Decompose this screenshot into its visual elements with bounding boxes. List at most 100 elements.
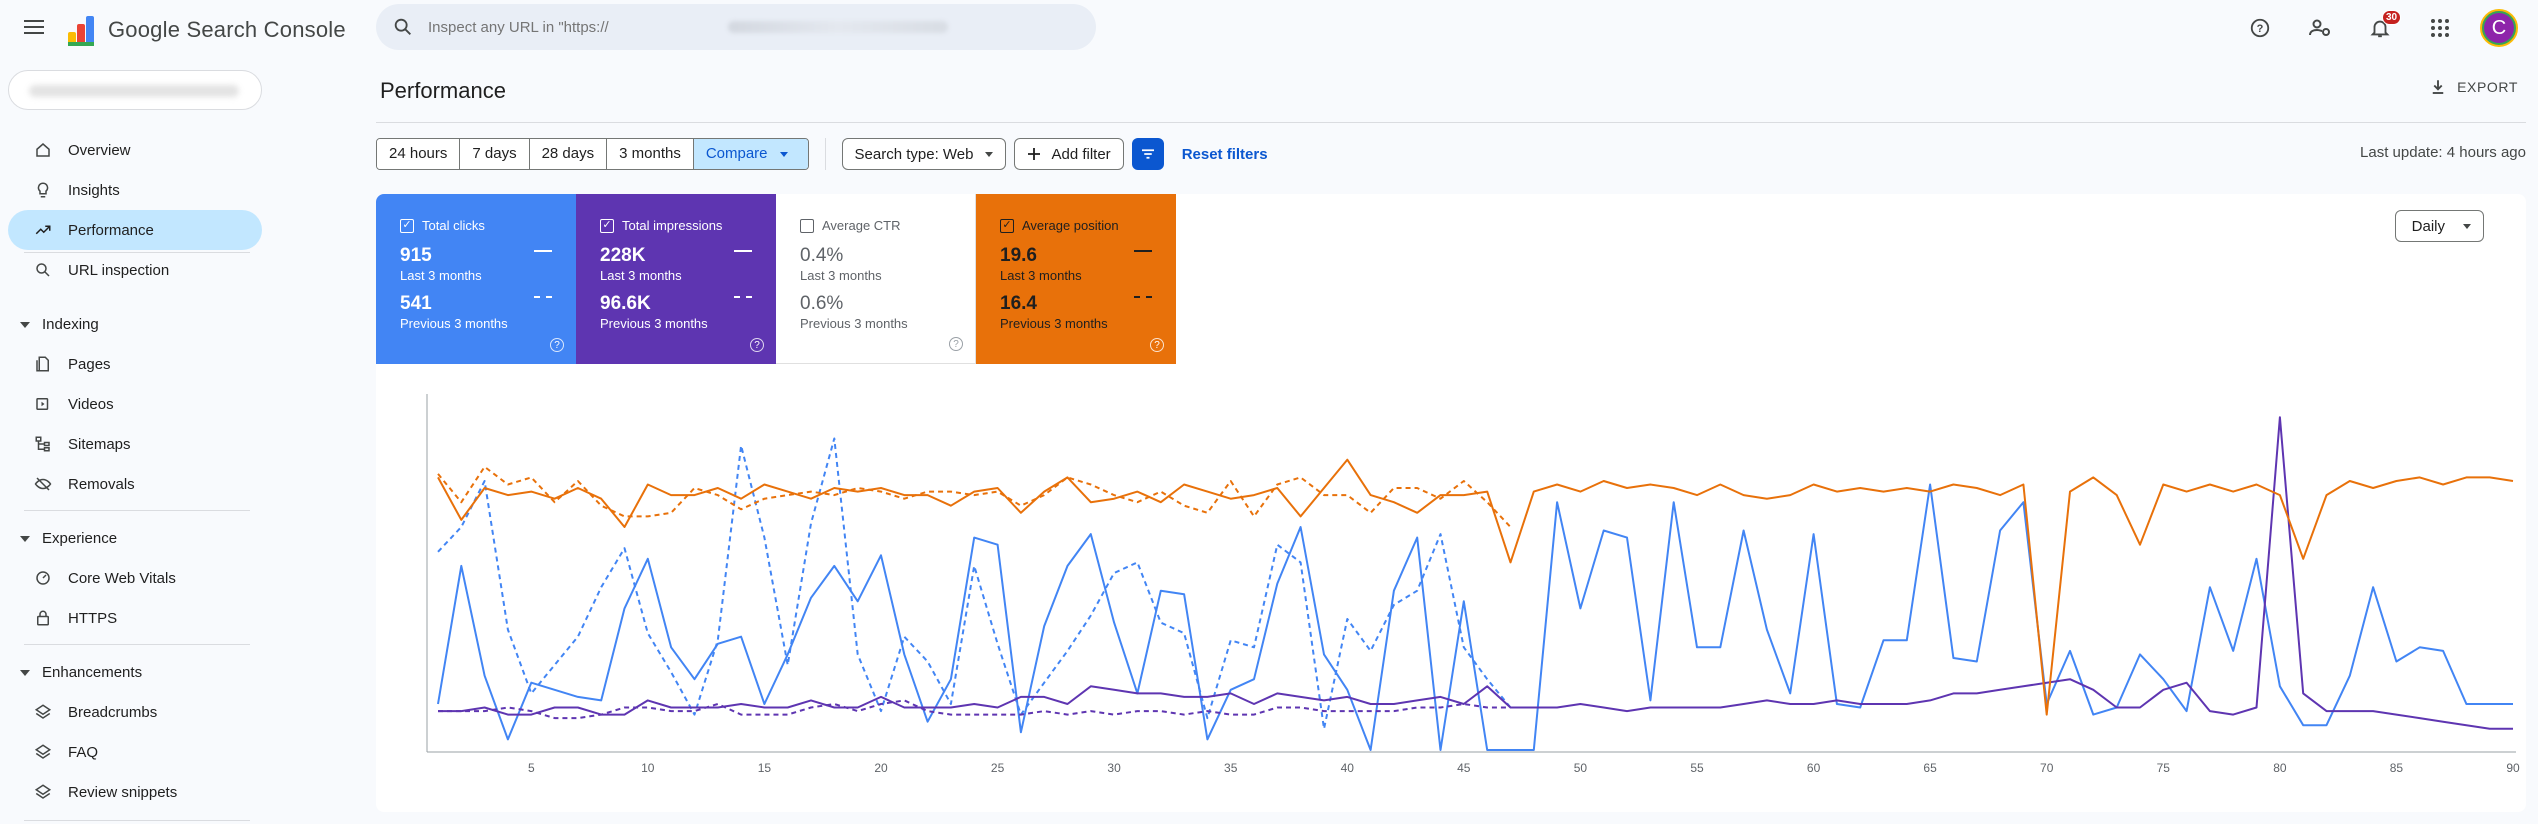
page-title: Performance bbox=[380, 78, 506, 103]
sidebar-item-review-snippets[interactable]: Review snippets bbox=[8, 772, 262, 812]
metric-prev-period: Previous 3 months bbox=[1000, 316, 1108, 331]
range-7-days[interactable]: 7 days bbox=[460, 139, 530, 169]
metric-average-ctr[interactable]: Average CTR 0.4% Last 3 months 0.6% Prev… bbox=[776, 194, 976, 364]
x-tick-label: 85 bbox=[2390, 761, 2404, 775]
range-3-months[interactable]: 3 months bbox=[607, 139, 694, 169]
help-icon[interactable]: ? bbox=[550, 338, 564, 352]
reset-filters-link[interactable]: Reset filters bbox=[1181, 145, 1268, 163]
metric-total-impressions[interactable]: ✓ Total impressions 228K Last 3 months 96… bbox=[576, 194, 776, 364]
sidebar-item-label: FAQ bbox=[68, 743, 99, 761]
x-tick-label: 25 bbox=[991, 761, 1005, 775]
redacted-property bbox=[29, 85, 239, 97]
app-logo[interactable]: Google Search Console bbox=[64, 12, 346, 48]
chevron-down-icon bbox=[20, 669, 30, 676]
x-tick-label: 80 bbox=[2273, 761, 2287, 775]
x-tick-label: 55 bbox=[1690, 761, 1704, 775]
x-tick-label: 60 bbox=[1807, 761, 1821, 775]
account-avatar[interactable]: C bbox=[2480, 9, 2518, 47]
sidebar-item-label: Removals bbox=[68, 475, 135, 493]
divider bbox=[24, 820, 250, 821]
search-icon bbox=[32, 259, 54, 281]
compare-dropdown[interactable]: Compare bbox=[693, 139, 808, 169]
export-button[interactable]: EXPORT bbox=[2429, 78, 2518, 96]
section-experience[interactable]: Experience bbox=[20, 530, 117, 547]
divider bbox=[24, 252, 250, 253]
help-icon[interactable]: ? bbox=[750, 338, 764, 352]
checkbox-checked-icon[interactable]: ✓ bbox=[400, 218, 414, 233]
eye-off-icon bbox=[32, 473, 54, 495]
series-line-average-position-previous[interactable] bbox=[437, 465, 1512, 528]
sidebar-item-videos[interactable]: Videos bbox=[8, 384, 262, 424]
range-24-hours[interactable]: 24 hours bbox=[377, 139, 461, 169]
sidebar-item-https[interactable]: HTTPS bbox=[8, 598, 262, 638]
add-filter-label: Add filter bbox=[1051, 145, 1111, 163]
solid-line-legend-icon bbox=[1134, 250, 1152, 252]
x-tick-label: 20 bbox=[874, 761, 888, 775]
top-bar: Google Search Console ? 30 C bbox=[0, 0, 2538, 56]
sidebar-item-faq[interactable]: FAQ bbox=[8, 732, 262, 772]
sidebar-item-label: Core Web Vitals bbox=[68, 569, 176, 587]
section-enhancements[interactable]: Enhancements bbox=[20, 664, 142, 681]
notifications-icon[interactable]: 30 bbox=[2360, 8, 2402, 48]
divider bbox=[24, 644, 250, 645]
menu-icon[interactable] bbox=[22, 16, 46, 40]
filter-settings-button[interactable] bbox=[1131, 138, 1164, 170]
granularity-label: Daily bbox=[2411, 217, 2445, 235]
x-tick-label: 40 bbox=[1341, 761, 1355, 775]
divider bbox=[824, 138, 826, 170]
sidebar-item-insights[interactable]: Insights bbox=[8, 170, 262, 210]
search-type-dropdown[interactable]: Search type: Web bbox=[841, 138, 1007, 170]
metric-prev-value: 16.4 bbox=[1000, 293, 1037, 314]
metric-label: Total clicks bbox=[422, 218, 485, 233]
pages-icon bbox=[32, 353, 54, 375]
url-inspect-input[interactable] bbox=[428, 18, 788, 36]
section-title: Experience bbox=[42, 530, 118, 547]
sidebar-item-sitemaps[interactable]: Sitemaps bbox=[8, 424, 262, 464]
export-label: EXPORT bbox=[2457, 79, 2518, 95]
metric-average-position[interactable]: ✓ Average position 19.6 Last 3 months 16.… bbox=[976, 194, 1176, 364]
sidebar-item-url-inspection[interactable]: URL inspection bbox=[8, 250, 262, 290]
sidebar-item-breadcrumbs[interactable]: Breadcrumbs bbox=[8, 692, 262, 732]
search-icon bbox=[394, 18, 411, 35]
svg-text:?: ? bbox=[2257, 23, 2264, 35]
divider bbox=[376, 122, 2526, 123]
lightbulb-icon bbox=[32, 179, 54, 201]
checkbox-checked-icon[interactable]: ✓ bbox=[1000, 218, 1014, 233]
sidebar-item-overview[interactable]: Overview bbox=[8, 130, 262, 170]
metric-total-clicks[interactable]: ✓ Total clicks 915 Last 3 months 541 Prev… bbox=[376, 194, 576, 364]
sidebar: Overview Insights Performance URL inspec… bbox=[0, 64, 270, 824]
sidebar-item-pages[interactable]: Pages bbox=[8, 344, 262, 384]
sidebar-item-performance[interactable]: Performance bbox=[8, 210, 262, 250]
granularity-dropdown[interactable]: Daily bbox=[2394, 210, 2484, 242]
help-icon[interactable]: ? bbox=[2240, 8, 2280, 48]
sidebar-item-core-web-vitals[interactable]: Core Web Vitals bbox=[8, 558, 262, 598]
dashed-line-legend-icon bbox=[1134, 296, 1152, 298]
section-indexing[interactable]: Indexing bbox=[20, 316, 99, 333]
metric-prev-value: 541 bbox=[400, 293, 432, 314]
help-icon[interactable]: ? bbox=[949, 337, 963, 351]
apps-grid-icon[interactable] bbox=[2420, 8, 2460, 48]
series-line-total-impressions-previous[interactable] bbox=[438, 699, 1511, 720]
series-line-total-clicks-previous[interactable] bbox=[437, 437, 1512, 730]
checkbox-checked-icon[interactable]: ✓ bbox=[600, 218, 614, 233]
x-tick-label: 5 bbox=[528, 761, 535, 775]
users-settings-icon[interactable] bbox=[2300, 8, 2340, 48]
checkbox-unchecked-icon[interactable] bbox=[800, 218, 814, 233]
help-icon[interactable]: ? bbox=[1150, 338, 1164, 352]
url-inspect-search[interactable] bbox=[376, 4, 1096, 50]
top-actions: ? 30 C bbox=[2240, 8, 2518, 48]
sidebar-item-label: Pages bbox=[68, 355, 111, 373]
metric-value: 0.4% bbox=[800, 245, 844, 266]
property-selector[interactable] bbox=[8, 70, 262, 110]
sidebar-item-label: HTTPS bbox=[68, 609, 118, 627]
series-line-total-impressions-current[interactable] bbox=[438, 416, 2513, 730]
range-28-days[interactable]: 28 days bbox=[529, 139, 608, 169]
add-filter-button[interactable]: Add filter bbox=[1014, 138, 1124, 170]
sidebar-item-removals[interactable]: Removals bbox=[8, 464, 262, 504]
x-tick-label: 35 bbox=[1224, 761, 1238, 775]
series-line-average-position-current[interactable] bbox=[437, 458, 2514, 716]
series-line-total-clicks-current[interactable] bbox=[437, 483, 2513, 751]
section-title: Enhancements bbox=[42, 664, 143, 681]
caret-down-icon bbox=[2463, 223, 2471, 229]
sidebar-item-label: Performance bbox=[68, 221, 154, 239]
